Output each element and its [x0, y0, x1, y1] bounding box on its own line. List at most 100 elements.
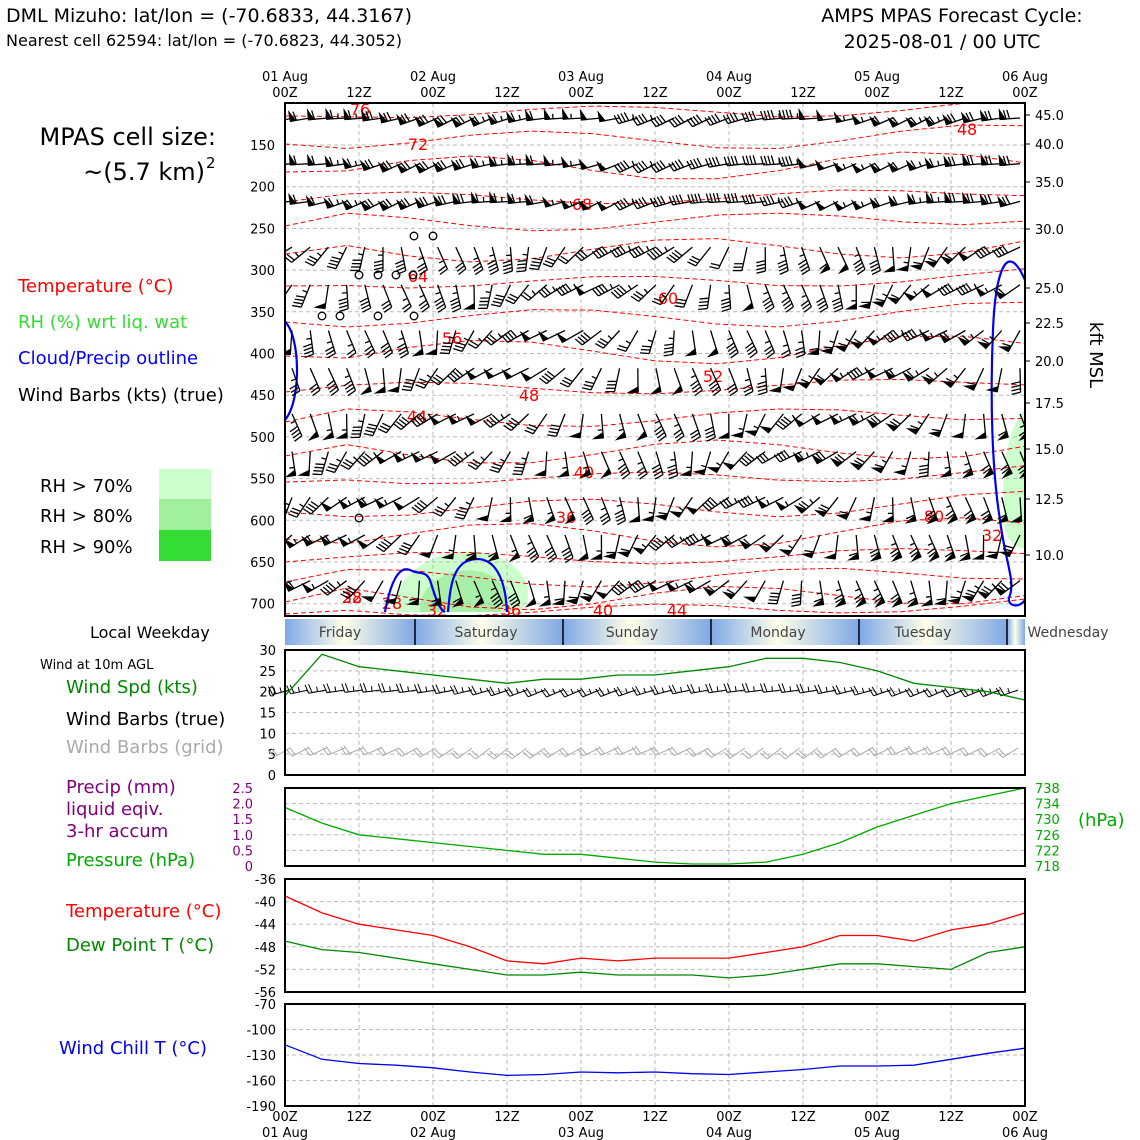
- wind-barb: [413, 683, 436, 694]
- wind-barb: [505, 284, 530, 305]
- precip-tick-label: 0: [245, 860, 253, 875]
- y-left-tick-label: 600: [250, 514, 275, 529]
- wind-barb: [993, 284, 1021, 300]
- wind-barb: [869, 534, 882, 562]
- wind-barb: [668, 194, 693, 206]
- wind-barb: [303, 330, 314, 359]
- wind-barb: [430, 367, 457, 386]
- wind-barb: [814, 747, 837, 759]
- wind-barb: [668, 746, 691, 757]
- y-tick-label: -160: [246, 1075, 276, 1090]
- wind-barb: [322, 683, 345, 694]
- wind-barbs-grid-label: Wind Barbs (grid): [66, 737, 224, 758]
- wind-barb: [858, 497, 876, 522]
- top-date-label: 03 Aug: [558, 70, 604, 85]
- top-date-label: 02 Aug: [410, 70, 456, 85]
- wind-barb: [961, 451, 974, 479]
- wind-barb: [742, 284, 754, 312]
- wind-barb: [401, 367, 421, 392]
- wind-barb: [285, 330, 293, 356]
- wind-barb: [410, 451, 438, 463]
- wind-barb: [668, 496, 693, 518]
- wind-barb: [429, 580, 442, 607]
- station-title: DML Mizuho: lat/lon = (-70.6833, 44.3167…: [6, 5, 412, 27]
- wind-barb: [684, 330, 697, 357]
- wind-barb: [844, 284, 857, 310]
- wind-barb: [796, 367, 821, 389]
- y-tick-label: 25: [259, 665, 276, 680]
- wind-barb: [702, 580, 730, 597]
- wind-barb: [759, 194, 784, 207]
- bottom-hour-label: 12Z: [938, 1110, 964, 1125]
- wind-barb: [519, 367, 548, 382]
- wind-barb: [901, 328, 930, 342]
- weekday-label: Local Weekday: [90, 623, 210, 642]
- wind-barb: [651, 284, 675, 306]
- y-tick-label: -70: [255, 998, 276, 1013]
- wind-barb: [322, 413, 335, 441]
- wind-barb: [666, 246, 693, 264]
- wind-barb: [883, 329, 912, 343]
- bottom-hour-label: 00Z: [420, 1110, 446, 1125]
- wind-barb: [909, 534, 922, 563]
- wind-barb: [692, 451, 712, 476]
- wind-barb: [720, 284, 732, 313]
- wind-barb: [373, 247, 384, 274]
- wind-barb: [704, 156, 729, 168]
- wind-barb: [285, 163, 293, 165]
- wind-barb: [778, 155, 802, 167]
- wind-barb: [561, 107, 584, 120]
- weekday-name: Monday: [750, 625, 805, 641]
- temperature-contour: [285, 238, 1025, 263]
- wind-barb: [418, 284, 430, 313]
- top-hour-label: 00Z: [864, 86, 890, 101]
- bottom-hour-label: 12Z: [790, 1110, 816, 1125]
- wind-barb: [938, 329, 966, 344]
- wind-barb: [395, 160, 420, 174]
- wind-barb: [960, 111, 984, 124]
- wind-barb: [886, 284, 912, 305]
- wind-barb: [995, 747, 1019, 759]
- wind-barb: [346, 330, 357, 359]
- wind-barb: [742, 155, 766, 166]
- wind-barb: [730, 413, 748, 439]
- wind-barb: [726, 330, 739, 359]
- wind-barb: [759, 747, 782, 760]
- wind-barb: [719, 534, 748, 548]
- temperature-contour: [285, 268, 1025, 289]
- dewpoint-label: Dew Point T (°C): [66, 935, 214, 956]
- wind-barb: [375, 534, 402, 553]
- wind-barb: [447, 367, 475, 383]
- wind-barb: [762, 284, 775, 313]
- wind-barb: [835, 497, 857, 520]
- wind-barb: [613, 197, 639, 211]
- wind-barb: [955, 282, 984, 296]
- wind-barb: [927, 413, 948, 438]
- wind-barb: [304, 683, 327, 694]
- y-right-tick-label: 25.0: [1035, 282, 1064, 297]
- wind-barb: [950, 413, 967, 439]
- wind-barb: [981, 451, 994, 479]
- temperature-contour-label: 36: [556, 508, 576, 527]
- wind-barb: [942, 113, 966, 126]
- cell-size-value: ~(5.7 km): [83, 158, 205, 186]
- wind-barb: [524, 413, 548, 435]
- rh-70-area-right: [1003, 410, 1025, 549]
- wind-barb: [472, 246, 484, 276]
- wind-barb: [439, 330, 457, 355]
- wind-barb: [980, 153, 1002, 166]
- calm-circle: [354, 270, 364, 280]
- y-right-tick-label: 12.5: [1035, 493, 1064, 508]
- wind-barb: [326, 246, 348, 270]
- wind-barb: [364, 330, 376, 359]
- wind-barb: [288, 192, 311, 205]
- y-left-tick-label: 500: [250, 431, 275, 446]
- y-right-tick-label: 20.0: [1035, 355, 1064, 370]
- wind-barb: [906, 192, 930, 205]
- wind-barb: [743, 580, 766, 603]
- precip-tick-label: 1.5: [232, 813, 253, 828]
- wind-barb: [997, 330, 1021, 353]
- wind-barb: [653, 413, 667, 442]
- wind-barb: [829, 367, 857, 383]
- wind-barb: [568, 413, 584, 439]
